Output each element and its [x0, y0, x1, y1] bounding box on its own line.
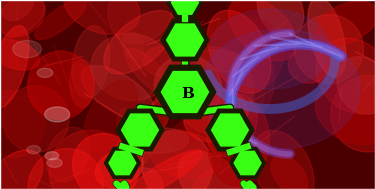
Ellipse shape	[257, 0, 304, 37]
Ellipse shape	[200, 29, 360, 149]
Ellipse shape	[252, 130, 314, 189]
Ellipse shape	[170, 117, 204, 148]
Ellipse shape	[228, 0, 297, 61]
Ellipse shape	[46, 127, 90, 181]
Ellipse shape	[2, 86, 69, 152]
Ellipse shape	[112, 130, 138, 189]
Ellipse shape	[210, 9, 330, 89]
Ellipse shape	[47, 158, 62, 167]
Ellipse shape	[154, 55, 222, 119]
Ellipse shape	[288, 49, 327, 83]
Ellipse shape	[166, 89, 196, 107]
Ellipse shape	[308, 0, 346, 77]
Ellipse shape	[0, 90, 45, 158]
Ellipse shape	[294, 15, 363, 84]
Ellipse shape	[142, 130, 212, 189]
Ellipse shape	[72, 133, 139, 189]
Ellipse shape	[37, 68, 53, 77]
Ellipse shape	[337, 57, 375, 114]
Ellipse shape	[95, 149, 143, 187]
Ellipse shape	[194, 50, 249, 72]
Ellipse shape	[125, 48, 174, 97]
Ellipse shape	[45, 152, 58, 160]
Ellipse shape	[35, 0, 87, 40]
Ellipse shape	[214, 58, 265, 124]
Ellipse shape	[174, 47, 254, 134]
Ellipse shape	[184, 89, 248, 142]
Ellipse shape	[45, 107, 70, 122]
Ellipse shape	[207, 94, 257, 157]
Ellipse shape	[123, 32, 144, 60]
Ellipse shape	[331, 75, 375, 152]
Ellipse shape	[204, 18, 284, 95]
Ellipse shape	[27, 51, 93, 119]
Ellipse shape	[207, 10, 271, 93]
Ellipse shape	[81, 66, 154, 120]
Ellipse shape	[28, 149, 104, 189]
Polygon shape	[163, 21, 207, 59]
Ellipse shape	[208, 98, 269, 186]
Polygon shape	[106, 149, 139, 177]
Ellipse shape	[0, 40, 40, 70]
Ellipse shape	[248, 50, 274, 113]
Ellipse shape	[147, 95, 171, 134]
Ellipse shape	[91, 33, 171, 101]
Ellipse shape	[178, 152, 248, 189]
Ellipse shape	[49, 130, 132, 189]
Ellipse shape	[117, 108, 151, 164]
Ellipse shape	[150, 132, 221, 179]
Ellipse shape	[28, 61, 96, 115]
Ellipse shape	[316, 1, 375, 45]
Ellipse shape	[315, 83, 375, 145]
Ellipse shape	[143, 46, 186, 77]
Ellipse shape	[64, 0, 140, 34]
Ellipse shape	[0, 26, 29, 108]
Polygon shape	[168, 0, 201, 17]
Polygon shape	[208, 111, 252, 149]
Polygon shape	[231, 149, 264, 177]
Polygon shape	[118, 111, 162, 149]
Ellipse shape	[13, 40, 42, 58]
Ellipse shape	[0, 0, 45, 37]
Ellipse shape	[193, 161, 252, 189]
Ellipse shape	[84, 80, 137, 153]
Ellipse shape	[316, 38, 375, 114]
Ellipse shape	[27, 146, 40, 154]
Ellipse shape	[171, 27, 183, 34]
Ellipse shape	[127, 150, 202, 189]
Ellipse shape	[126, 128, 189, 153]
Ellipse shape	[0, 0, 45, 39]
Ellipse shape	[70, 59, 94, 108]
Ellipse shape	[0, 150, 43, 189]
Ellipse shape	[108, 0, 173, 43]
Text: B: B	[182, 87, 195, 101]
Polygon shape	[157, 68, 213, 116]
Ellipse shape	[126, 168, 163, 189]
Ellipse shape	[72, 26, 110, 98]
Ellipse shape	[104, 11, 176, 74]
Ellipse shape	[2, 0, 33, 21]
Ellipse shape	[271, 156, 308, 189]
